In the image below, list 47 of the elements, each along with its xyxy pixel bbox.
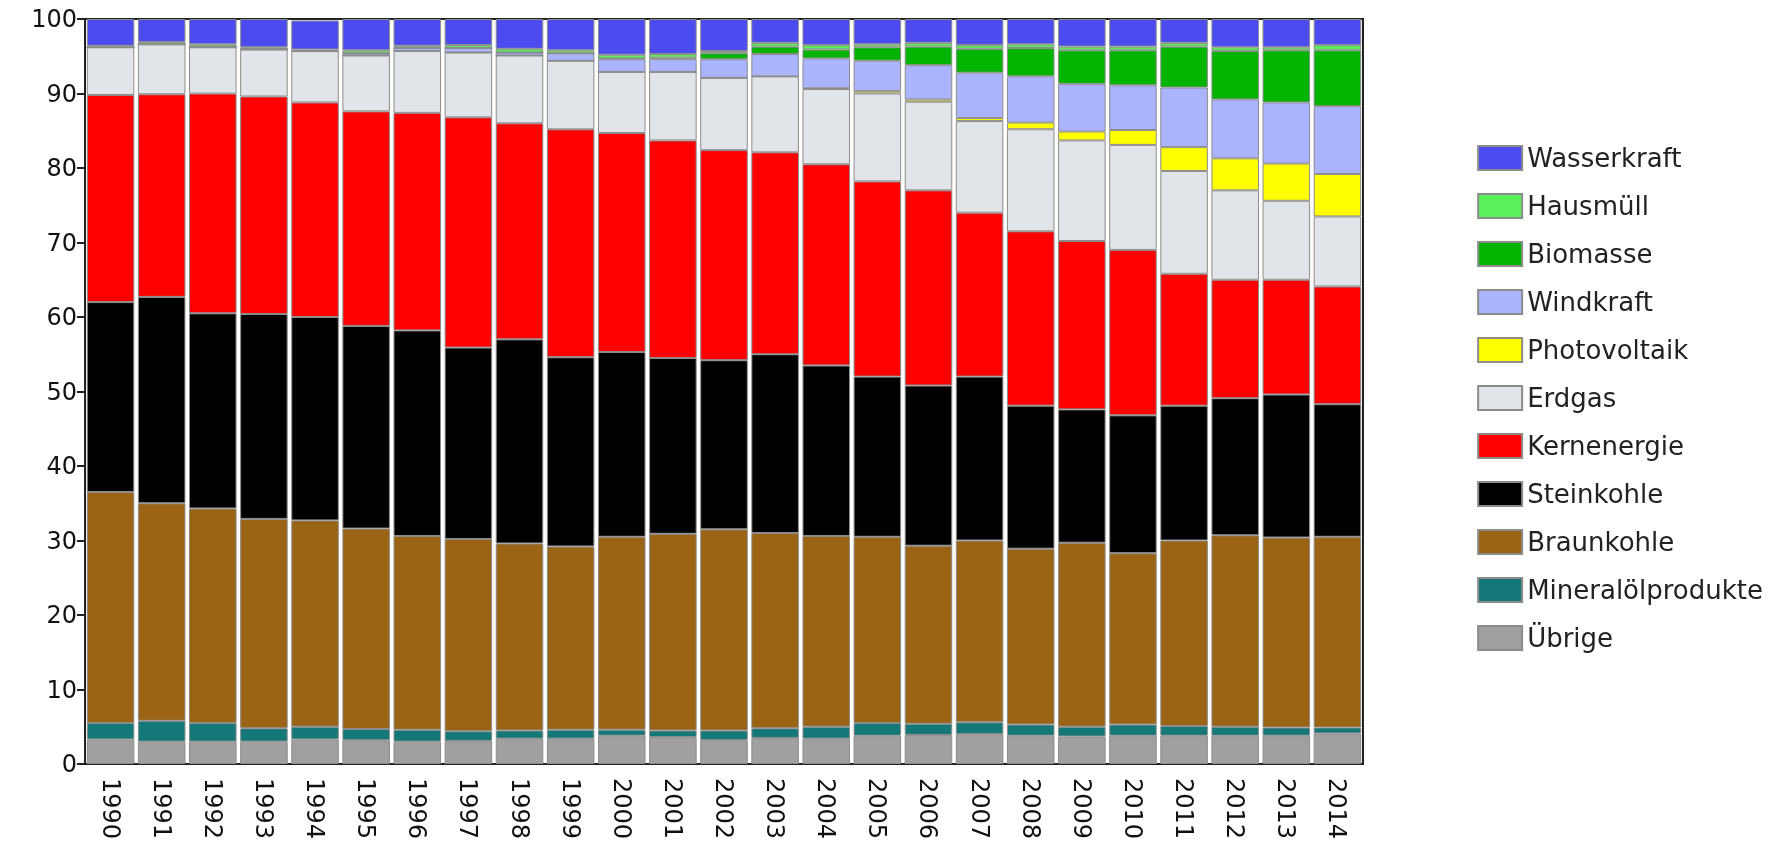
x-tick-label: 2012 <box>1221 778 1250 840</box>
x-tick-label: 1991 <box>147 778 176 840</box>
x-tick-label: 1990 <box>96 778 125 840</box>
x-tick-label: 2009 <box>1067 778 1096 840</box>
y-tick-label: 60 <box>46 303 77 331</box>
legend-label: Biomasse <box>1527 239 1653 269</box>
legend-label: Photovoltaik <box>1527 335 1689 365</box>
y-tick-label: 10 <box>46 675 77 704</box>
x-tick-label: 2006 <box>914 778 943 840</box>
x-tick-label: 2005 <box>863 778 892 840</box>
x-tick-label: 2000 <box>607 778 636 840</box>
legend-label: Windkraft <box>1527 287 1654 317</box>
x-tick-label: 2003 <box>761 778 790 840</box>
x-tick-label: 2011 <box>1170 778 1199 840</box>
legend-label: Mineralölprodukte <box>1527 575 1764 605</box>
y-tick-label: 0 <box>61 750 77 778</box>
x-tick-label: 1995 <box>352 778 381 840</box>
y-tick-label: 70 <box>46 228 77 257</box>
x-tick-label: 2001 <box>658 778 687 840</box>
x-tick-label: 2010 <box>1118 778 1147 840</box>
y-tick-label: 100 <box>31 5 77 33</box>
legend-label: Übrige <box>1527 622 1614 653</box>
x-tick-label: 1993 <box>249 778 278 840</box>
y-tick-label: 40 <box>46 452 77 480</box>
x-tick-label: 2004 <box>812 778 841 840</box>
y-tick-label: 90 <box>46 79 77 108</box>
x-tick-label: 1998 <box>505 778 534 840</box>
y-tick-label: 50 <box>46 377 77 406</box>
x-tick-label: 2002 <box>710 778 738 840</box>
x-tick-label: 2013 <box>1272 778 1301 840</box>
y-tick-label: 30 <box>46 526 77 555</box>
legend-label: Wasserkraft <box>1527 143 1682 173</box>
y-tick-label: 20 <box>46 601 77 629</box>
x-tick-label: 1999 <box>556 778 585 840</box>
y-tick-label: 80 <box>46 154 77 182</box>
x-tick-label: 2014 <box>1323 778 1352 840</box>
x-tick-label: 1994 <box>301 778 330 840</box>
x-tick-label: 2007 <box>965 778 994 840</box>
legend-label: Kernenergie <box>1527 431 1685 461</box>
legend-label: Braunkohle <box>1527 527 1675 557</box>
x-tick-label: 2008 <box>1016 778 1045 840</box>
x-tick-label: 1997 <box>454 778 483 840</box>
legend-label: Steinkohle <box>1527 479 1664 509</box>
legend-label: Erdgas <box>1527 383 1617 413</box>
x-tick-label: 1996 <box>403 778 432 840</box>
x-tick-label: 1992 <box>198 778 227 840</box>
legend-label: Hausmüll <box>1527 191 1649 221</box>
